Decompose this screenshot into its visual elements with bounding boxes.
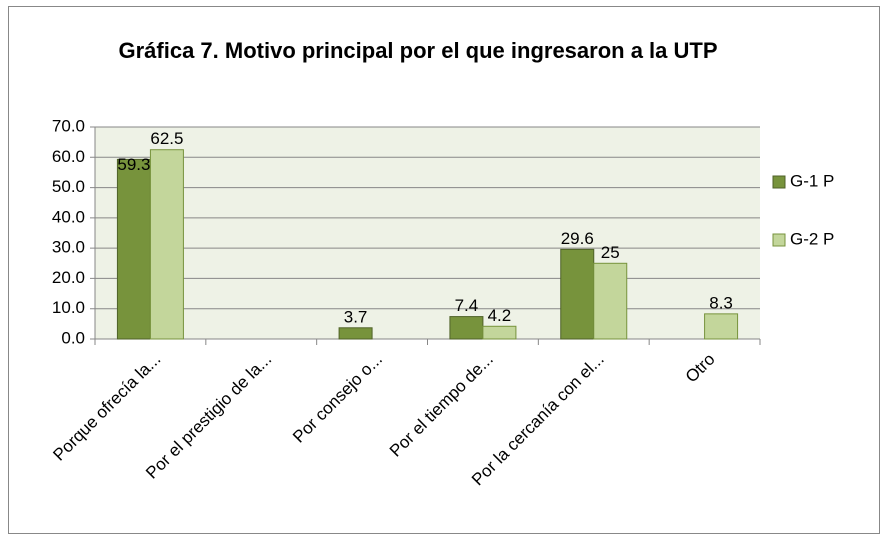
y-tick-label: 40.0 [52,207,85,226]
bar [704,313,739,340]
value-label: 62.5 [150,129,183,148]
y-tick-label: 70.0 [52,116,85,135]
legend-label: G-2 P [790,229,834,248]
bar [449,316,484,340]
value-label: 4.2 [488,306,512,325]
y-tick-label: 30.0 [52,238,85,257]
y-tick-label: 20.0 [52,268,85,287]
value-label: 8.3 [709,293,733,312]
legend-label: G-1 P [790,171,834,190]
bar [593,262,628,340]
value-label: 59.3 [117,155,150,174]
value-label: 29.6 [561,229,594,248]
bar [482,325,517,340]
bar [338,327,373,340]
legend-swatch [772,233,786,247]
value-label: 7.4 [455,296,479,315]
y-tick-label: 0.0 [61,328,85,347]
y-tick-label: 50.0 [52,177,85,196]
value-label: 25 [601,243,620,262]
y-tick-label: 10.0 [52,298,85,317]
bar [116,158,151,340]
legend-swatch [772,175,786,189]
y-tick-label: 60.0 [52,147,85,166]
plot-area [95,127,760,339]
bar [560,248,595,340]
value-label: 3.7 [344,307,368,326]
chart-title: Gráfica 7. Motivo principal por el que i… [118,38,718,63]
bar [149,149,184,340]
